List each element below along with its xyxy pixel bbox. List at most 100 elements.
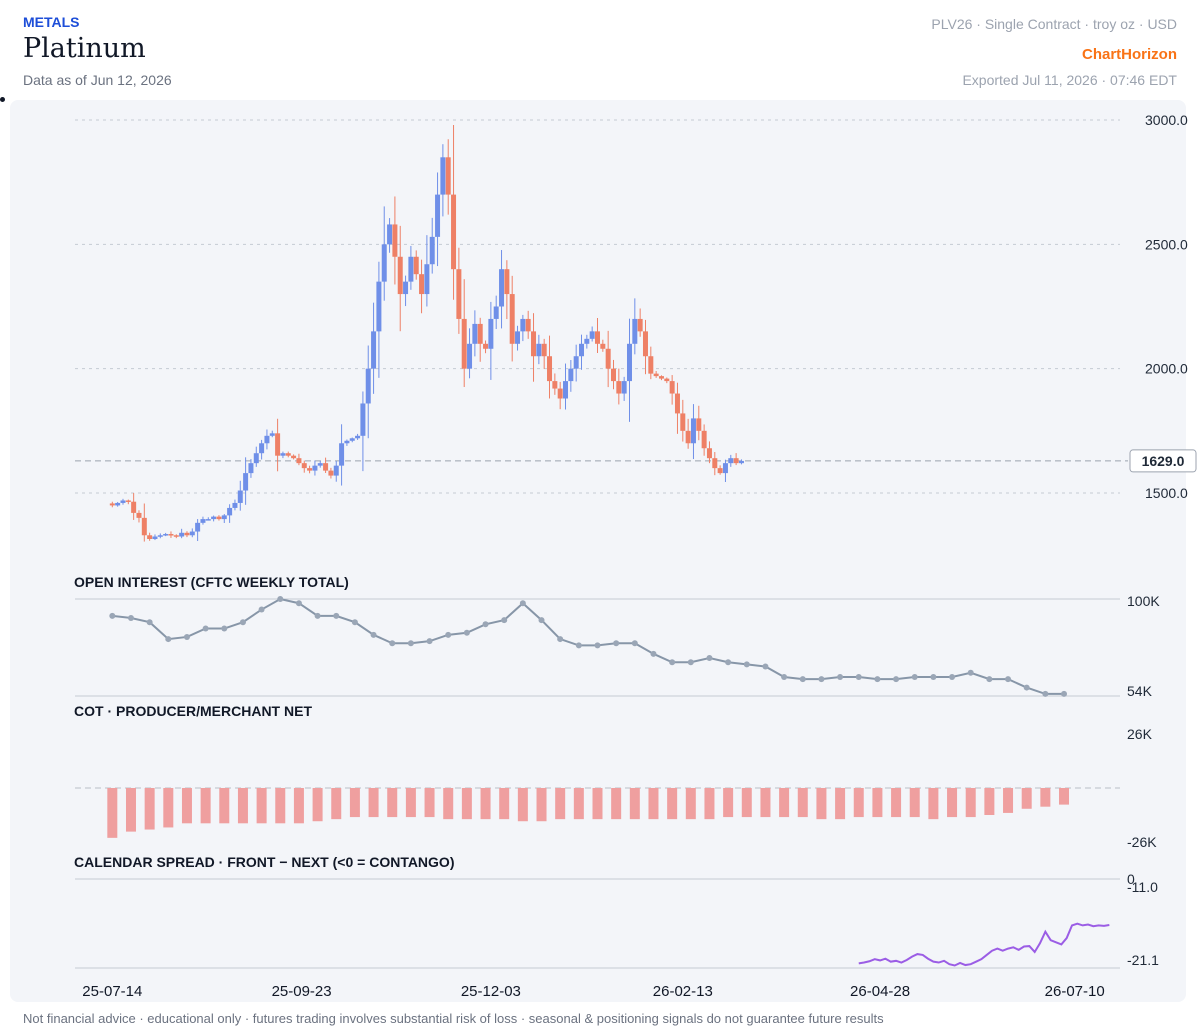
cot-bar (648, 788, 659, 820)
price-y-tick: 2500.0 (1145, 236, 1188, 252)
candle-body (467, 343, 473, 369)
cot-bar (984, 788, 995, 815)
cot-bar (443, 788, 454, 820)
disclaimer: Not financial advice · educational only … (23, 1011, 884, 1026)
candle-body (413, 256, 419, 275)
candle-body (429, 236, 435, 265)
oi-point (351, 619, 358, 626)
candle-body (365, 368, 371, 404)
cot-bar (928, 788, 939, 820)
cot-bar (816, 788, 827, 820)
oi-point (1023, 684, 1030, 691)
cot-bar (853, 788, 864, 818)
oi-point (557, 636, 564, 643)
oi-point (295, 600, 302, 607)
candle-body (568, 368, 574, 382)
oi-point (109, 612, 116, 619)
oi-point (893, 676, 900, 683)
candle-body (147, 535, 153, 540)
spread-y-tick: -11.0 (1127, 879, 1158, 895)
cot-bar (1021, 788, 1032, 809)
cot-bar (1059, 788, 1070, 805)
x-axis-tick: 25-09-23 (272, 983, 332, 1000)
candle-body (717, 468, 723, 474)
x-axis-tick: 26-02-13 (653, 983, 713, 1000)
page-title: Platinum (23, 33, 146, 64)
candle-body (696, 418, 702, 431)
cot-bar (573, 788, 584, 820)
candle-body (626, 343, 632, 382)
oi-y-tick: 100K (1127, 593, 1160, 609)
candle-body (573, 356, 579, 369)
candle-body (637, 318, 643, 332)
candle-body (173, 535, 179, 537)
x-axis-tick: 26-04-28 (850, 983, 910, 1000)
oi-y-tick: 54K (1127, 683, 1153, 699)
candle-body (216, 516, 222, 520)
cot-bar (181, 788, 192, 824)
candle-body (168, 534, 174, 536)
candle-body (728, 458, 734, 464)
candle-body (296, 458, 302, 464)
candle-body (579, 343, 585, 357)
candle-body (264, 435, 270, 444)
cot-y-tick: -26K (1127, 834, 1157, 850)
candle-body (685, 430, 691, 444)
oi-point (482, 621, 489, 628)
x-axis-tick: 25-07-14 (82, 983, 142, 1000)
oi-point (127, 614, 134, 621)
oi-point (799, 676, 806, 683)
candle-body (131, 501, 137, 513)
oi-point (165, 636, 172, 643)
candle-body (280, 453, 286, 456)
cot-bar (1003, 788, 1014, 813)
oi-point (818, 676, 825, 683)
candle-body (488, 318, 494, 349)
candle-body (632, 318, 638, 344)
candle-body (563, 381, 569, 399)
candle-body (664, 378, 670, 382)
candle-body (248, 463, 254, 474)
cot-bar (835, 788, 846, 820)
candle-body (291, 455, 297, 459)
oi-point (1005, 676, 1012, 683)
candle-body (669, 381, 675, 394)
oi-point (762, 663, 769, 670)
candle-body (163, 534, 169, 536)
oi-point (949, 674, 956, 681)
cot-bar (499, 788, 510, 820)
candle-body (189, 531, 195, 536)
oi-point (1042, 690, 1049, 697)
candle-body (253, 453, 259, 464)
candle-body (285, 453, 291, 456)
candle-body (424, 264, 430, 295)
brand-logo[interactable]: ChartHorizon (1082, 46, 1177, 63)
spread-y-tick: 0 (1127, 871, 1135, 887)
cot-bar (685, 788, 696, 820)
candle-body (440, 157, 446, 195)
candle-body (184, 532, 190, 536)
candle-body (461, 318, 467, 369)
candle-body (339, 443, 345, 466)
candle-body (200, 519, 206, 523)
panel-anchor-dot (0, 97, 5, 102)
cot-bar (760, 788, 771, 818)
candle-body (312, 465, 318, 471)
candle-body (642, 331, 648, 357)
oi-point (389, 640, 396, 647)
oi-point (986, 676, 993, 683)
cot-bar (555, 788, 566, 820)
oi-point (594, 642, 601, 649)
candle-body (584, 338, 590, 344)
cot-bar (480, 788, 491, 820)
spread-line (858, 922, 1110, 967)
candle-body (605, 348, 611, 369)
candle-body (157, 535, 163, 537)
cot-bar (405, 788, 416, 818)
cot-bar (872, 788, 883, 818)
oi-point (277, 596, 284, 602)
spread-y-tick: -21.1 (1127, 952, 1159, 968)
candle-body (232, 502, 238, 508)
chart-panel (10, 100, 1186, 1002)
